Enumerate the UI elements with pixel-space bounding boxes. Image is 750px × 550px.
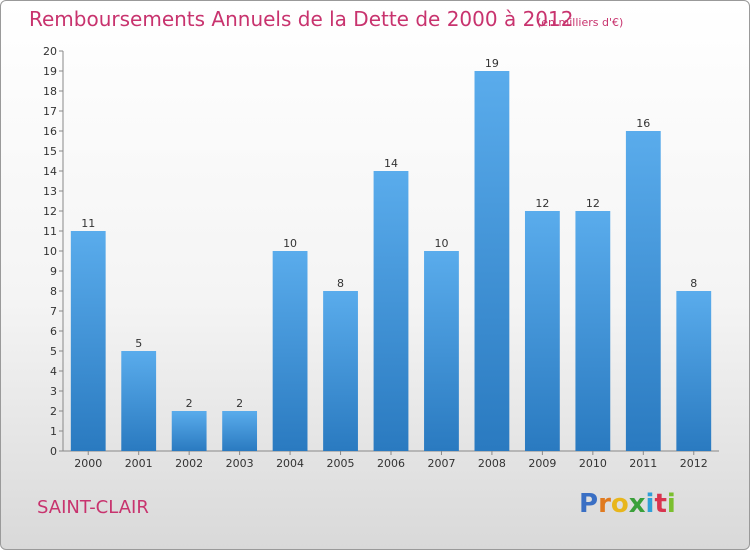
y-tick-label: 20: [43, 45, 57, 58]
y-tick-label: 5: [50, 345, 57, 358]
city-name: SAINT-CLAIR: [37, 497, 149, 518]
x-tick-label: 2001: [125, 457, 153, 470]
y-tick-label: 15: [43, 145, 57, 158]
chart-title: Remboursements Annuels de la Dette de 20…: [29, 7, 574, 31]
logo-letter: P: [579, 489, 599, 519]
y-tick-label: 4: [50, 365, 57, 378]
bar: [575, 211, 611, 451]
x-tick-label: 2005: [327, 457, 355, 470]
logo-letter: i: [645, 489, 655, 519]
x-tick-label: 2004: [276, 457, 304, 470]
bar: [171, 411, 207, 451]
bar: [373, 171, 409, 451]
bar-value-label: 12: [535, 197, 549, 210]
bar: [474, 71, 510, 451]
bar: [70, 231, 106, 451]
bar-value-label: 19: [485, 57, 499, 70]
bar-value-label: 12: [586, 197, 600, 210]
y-tick-label: 10: [43, 245, 57, 258]
y-tick-label: 2: [50, 405, 57, 418]
x-tick-label: 2011: [629, 457, 657, 470]
y-tick-label: 1: [50, 425, 57, 438]
bar: [222, 411, 258, 451]
bar-value-label: 2: [236, 397, 243, 410]
bar-value-label: 8: [690, 277, 697, 290]
y-tick-label: 6: [50, 325, 57, 338]
x-tick-label: 2008: [478, 457, 506, 470]
logo-letter: x: [628, 489, 646, 519]
x-tick-label: 2009: [528, 457, 556, 470]
bar-value-label: 5: [135, 337, 142, 350]
x-tick-label: 2002: [175, 457, 203, 470]
y-tick-label: 12: [43, 205, 57, 218]
logo-letter: o: [610, 489, 629, 519]
bar-value-label: 16: [636, 117, 650, 130]
y-tick-label: 7: [50, 305, 57, 318]
bar: [524, 211, 560, 451]
x-tick-label: 2012: [680, 457, 708, 470]
proxiti-logo: Proxiti: [579, 489, 676, 519]
y-tick-label: 3: [50, 385, 57, 398]
bar: [323, 291, 358, 451]
x-tick-label: 2000: [74, 457, 102, 470]
y-tick-label: 19: [43, 65, 57, 78]
bar: [676, 291, 712, 451]
logo-letter: i: [666, 489, 676, 519]
y-tick-label: 9: [50, 265, 57, 278]
bar: [625, 131, 661, 451]
bar-value-label: 14: [384, 157, 398, 170]
bar-value-label: 2: [186, 397, 193, 410]
y-tick-label: 17: [43, 105, 57, 118]
y-tick-label: 11: [43, 225, 57, 238]
bar: [121, 351, 157, 451]
x-tick-label: 2006: [377, 457, 405, 470]
y-tick-label: 16: [43, 125, 57, 138]
logo-letter: r: [598, 489, 611, 519]
bar-value-label: 8: [337, 277, 344, 290]
bar: [272, 251, 308, 451]
bar: [424, 251, 459, 451]
x-tick-label: 2010: [579, 457, 607, 470]
chart-subtitle: (en milliers d'€): [537, 16, 624, 29]
logo-letter: t: [654, 489, 667, 519]
y-tick-label: 8: [50, 285, 57, 298]
x-tick-label: 2007: [427, 457, 455, 470]
y-tick-label: 0: [50, 445, 57, 458]
bar-value-label: 10: [283, 237, 297, 250]
y-tick-label: 18: [43, 85, 57, 98]
bar-value-label: 11: [81, 217, 95, 230]
y-tick-label: 14: [43, 165, 57, 178]
y-tick-label: 13: [43, 185, 57, 198]
x-tick-label: 2003: [226, 457, 254, 470]
bar-value-label: 10: [434, 237, 448, 250]
